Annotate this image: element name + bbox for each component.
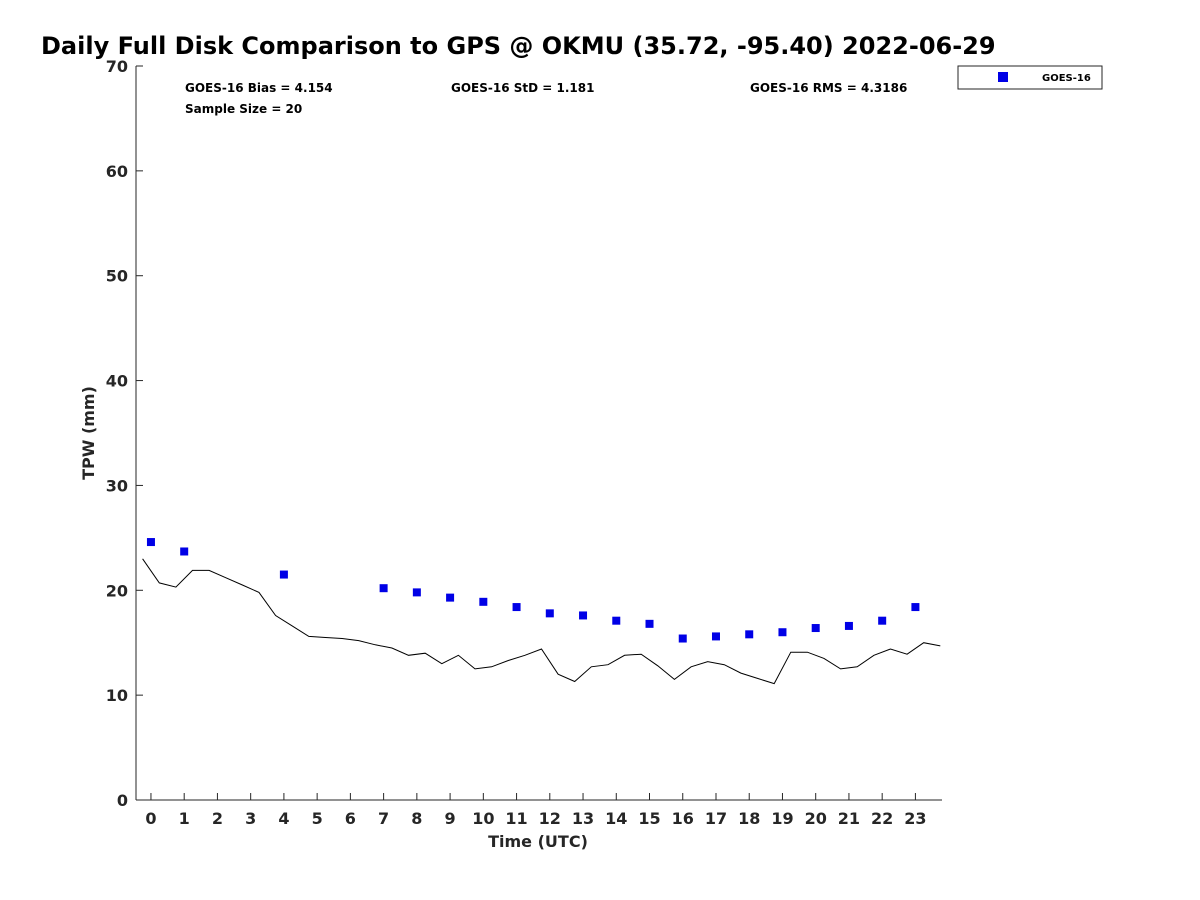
x-tick-label: 5 <box>312 809 323 828</box>
goes16-point <box>446 593 455 602</box>
x-axis-label: Time (UTC) <box>488 832 588 851</box>
x-tick-label: 13 <box>572 809 594 828</box>
legend-entry-goes16: GOES-16 <box>1042 73 1091 84</box>
x-tick-label: 1 <box>179 809 190 828</box>
x-tick-label: 3 <box>245 809 256 828</box>
x-tick-label: 14 <box>605 809 627 828</box>
y-tick-label: 40 <box>106 372 128 391</box>
y-tick-label: 70 <box>106 57 128 76</box>
legend-box <box>957 65 1103 90</box>
goes16-point <box>878 616 887 625</box>
goes16-point <box>180 547 189 556</box>
goes16-point <box>711 632 720 641</box>
x-tick-label: 16 <box>672 809 694 828</box>
x-tick-label: 0 <box>145 809 156 828</box>
x-tick-label: 11 <box>505 809 527 828</box>
std-stat: GOES-16 StD = 1.181 <box>451 81 594 95</box>
goes16-point <box>379 584 388 593</box>
y-tick-label: 60 <box>106 162 128 181</box>
y-axis-ticks: 0 10 20 30 40 50 60 70 <box>106 57 143 810</box>
goes16-point <box>279 570 288 579</box>
x-tick-label: 19 <box>771 809 793 828</box>
goes16-point <box>579 611 588 620</box>
goes16-point <box>645 619 654 628</box>
y-tick-label: 10 <box>106 686 128 705</box>
x-tick-label: 8 <box>411 809 422 828</box>
x-tick-label: 15 <box>638 809 660 828</box>
goes16-point <box>778 628 787 637</box>
goes16-point <box>545 609 554 618</box>
x-tick-label: 4 <box>278 809 289 828</box>
x-tick-label: 6 <box>345 809 356 828</box>
goes16-point <box>512 603 521 612</box>
chart-title: Daily Full Disk Comparison to GPS @ OKMU… <box>41 32 996 60</box>
goes16-point <box>479 597 488 606</box>
x-tick-label: 23 <box>904 809 926 828</box>
goes16-point <box>412 588 421 597</box>
x-tick-label: 10 <box>472 809 494 828</box>
goes16-point <box>146 538 155 547</box>
x-axis-ticks: 0 1 2 3 4 5 6 7 8 9 10 11 12 13 14 15 16 17 18 19 20 21 22 23 <box>145 793 927 828</box>
x-tick-label: 21 <box>838 809 860 828</box>
legend: GOES-16 <box>957 65 1103 90</box>
goes16-point <box>911 603 920 612</box>
x-tick-label: 7 <box>378 809 389 828</box>
gps-line-series <box>142 558 941 685</box>
goes16-point <box>612 616 621 625</box>
rms-stat: GOES-16 RMS = 4.3186 <box>750 81 907 95</box>
gps-tpw-line <box>142 558 941 685</box>
goes16-marker-series <box>146 538 920 643</box>
goes16-point <box>844 621 853 630</box>
legend-marker-swatch <box>998 72 1008 82</box>
x-tick-label: 20 <box>805 809 827 828</box>
x-tick-label: 2 <box>212 809 223 828</box>
goes16-point <box>678 634 687 643</box>
x-tick-label: 22 <box>871 809 893 828</box>
y-tick-label: 30 <box>106 476 128 495</box>
x-tick-label: 9 <box>445 809 456 828</box>
y-tick-label: 50 <box>106 267 128 286</box>
goes16-point <box>745 630 754 639</box>
x-tick-label: 12 <box>539 809 561 828</box>
goes16-point <box>811 624 820 633</box>
x-tick-label: 17 <box>705 809 727 828</box>
bias-stat: GOES-16 Bias = 4.154 <box>185 81 333 95</box>
sample-size-stat: Sample Size = 20 <box>185 102 302 116</box>
y-tick-label: 20 <box>106 581 128 600</box>
y-axis-label: TPW (mm) <box>79 386 98 480</box>
y-tick-label: 0 <box>117 791 128 810</box>
x-tick-label: 18 <box>738 809 760 828</box>
